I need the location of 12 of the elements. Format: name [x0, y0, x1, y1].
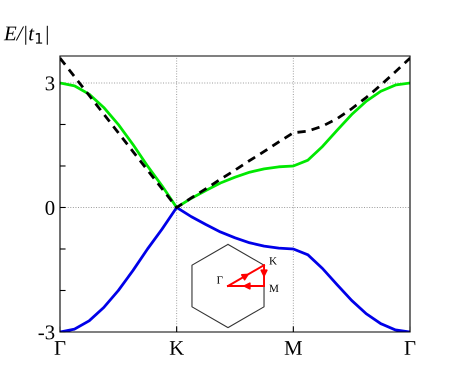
x-tick-label: Γ	[404, 341, 416, 355]
x-tick-label: K	[170, 341, 184, 355]
y-tick-label: -3	[38, 325, 54, 340]
y-tick-label: 0	[46, 200, 54, 215]
line-series	[60, 82, 410, 209]
x-tick-label: M	[284, 341, 302, 355]
annotation: K	[269, 257, 277, 265]
annotation: M	[269, 284, 279, 292]
x-tick-label: Γ	[54, 341, 66, 355]
annotation: Γ	[216, 276, 223, 284]
y-axis-title: E/|t$_{1}$|	[4, 26, 48, 45]
y-tick-label: 3	[46, 76, 54, 90]
